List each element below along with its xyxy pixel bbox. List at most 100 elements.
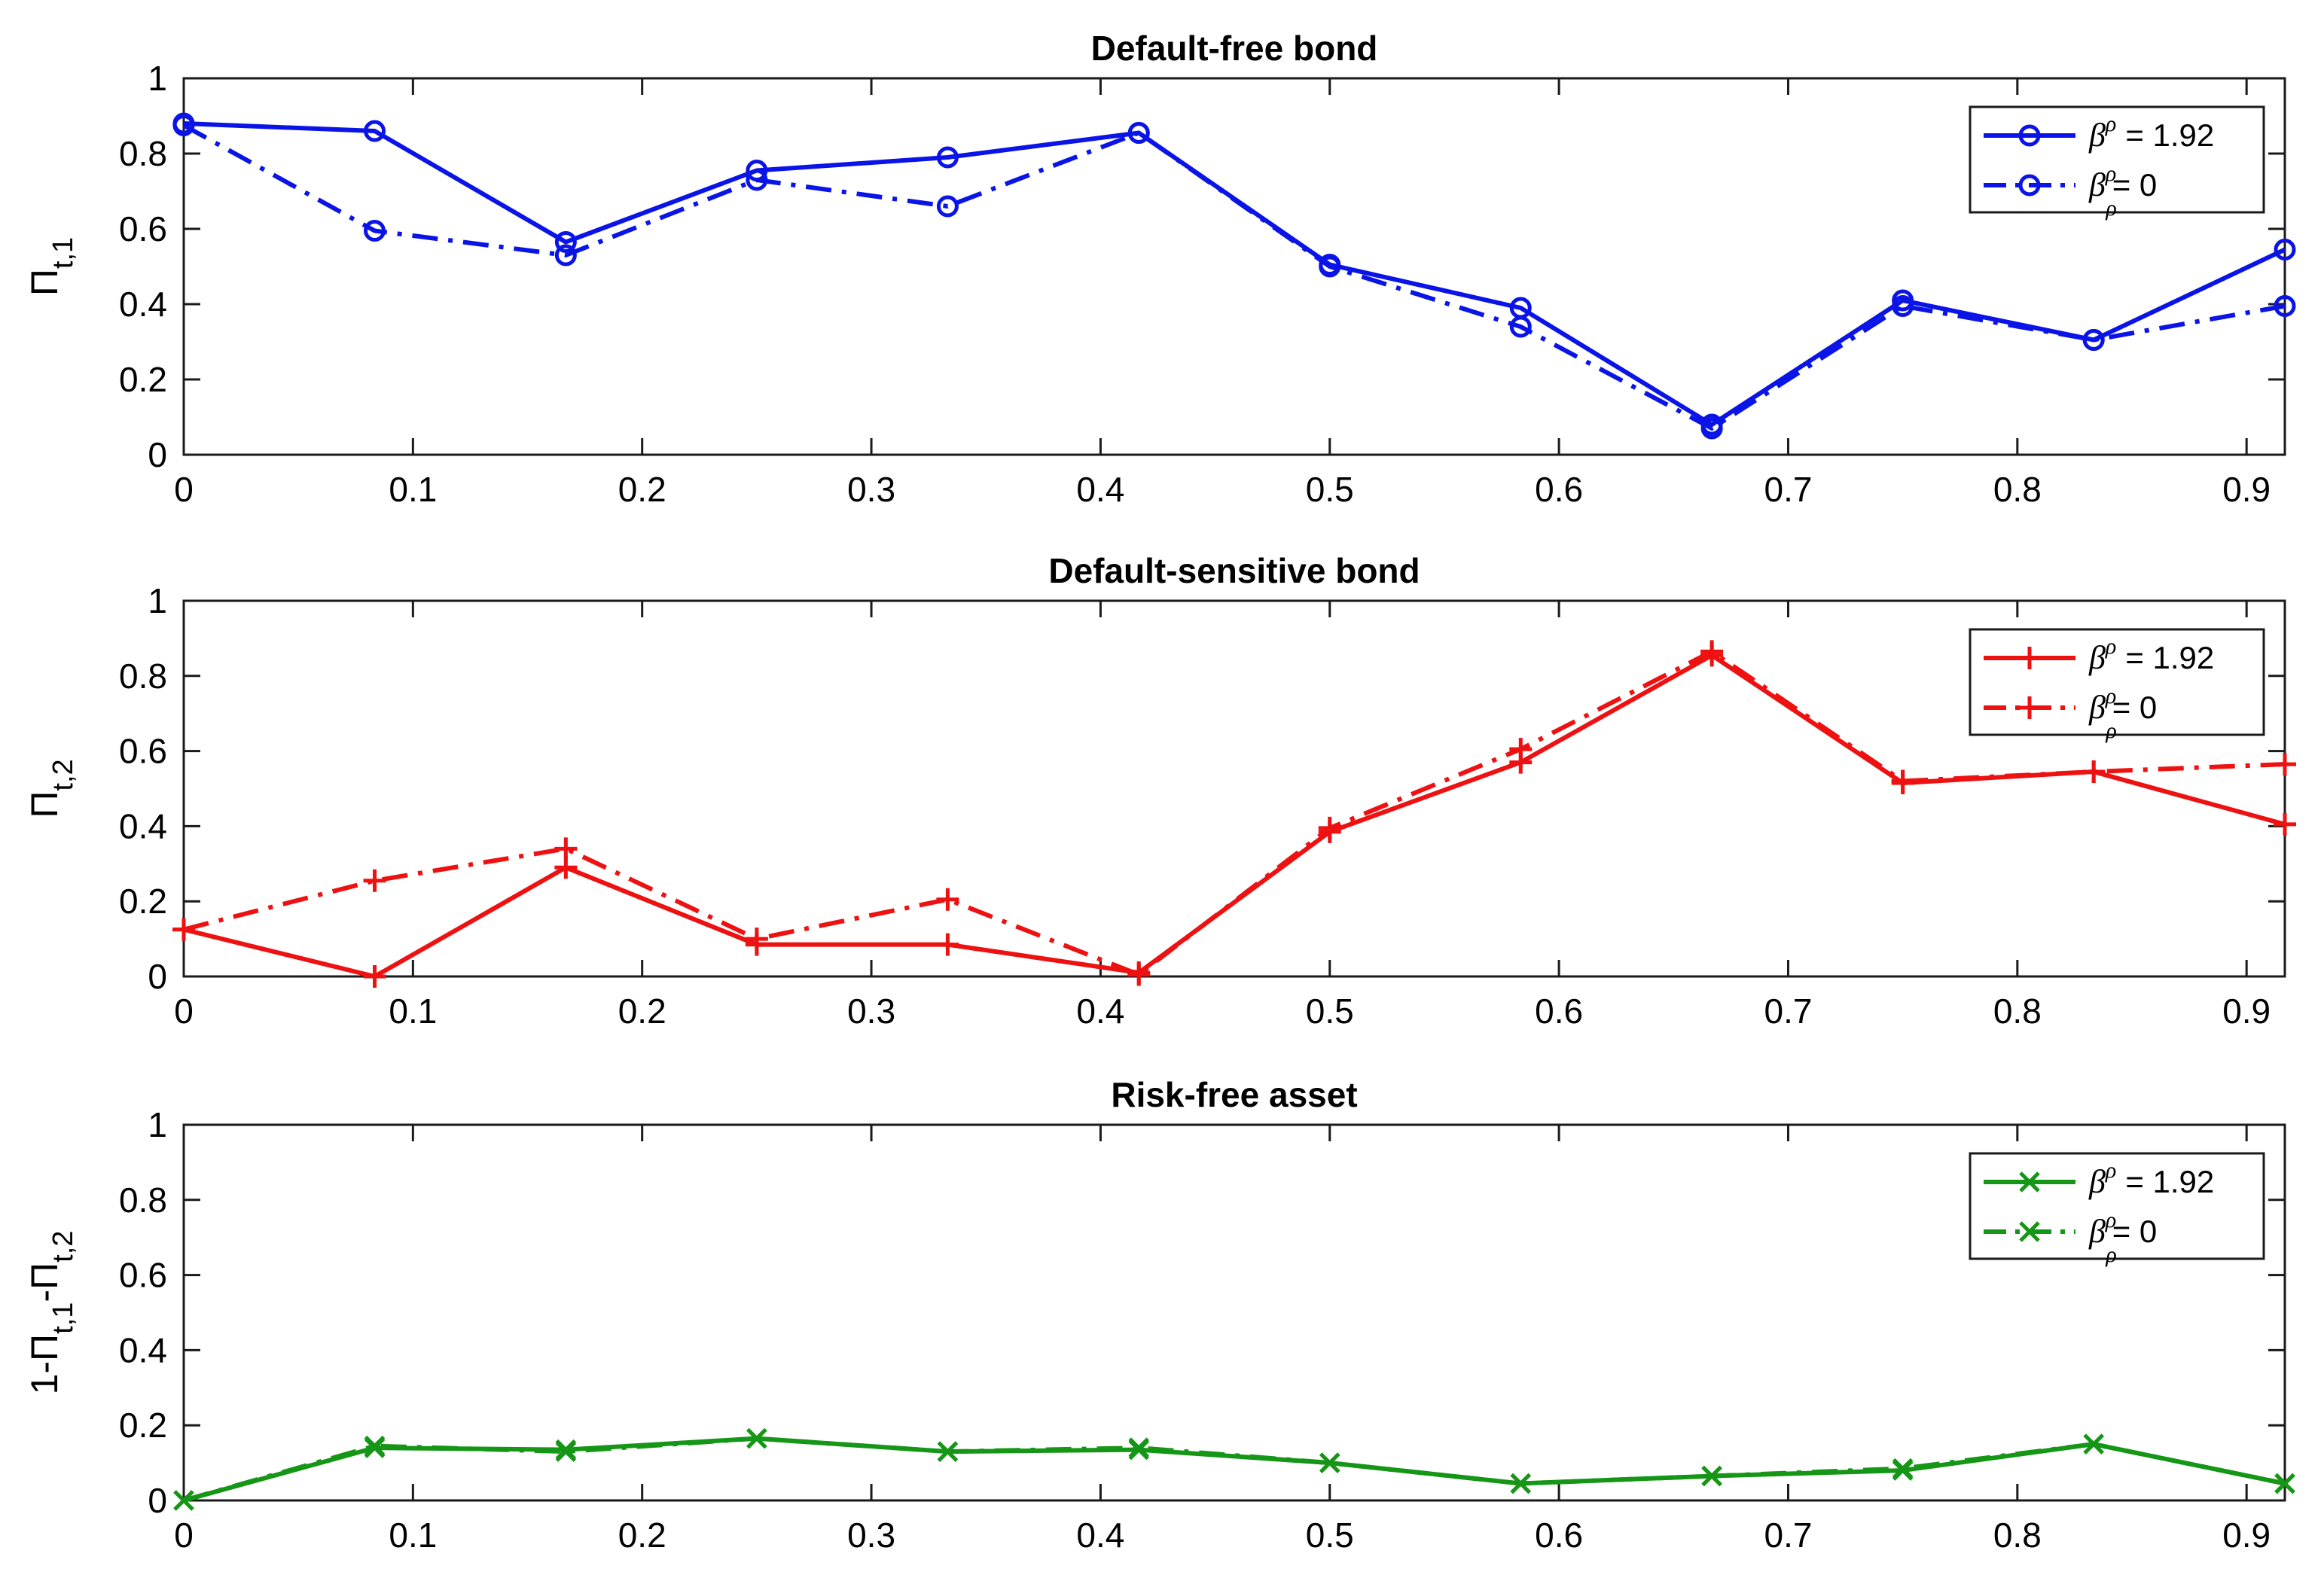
x-tick-label: 0	[174, 992, 194, 1031]
legend-entry-label: βρ ρ= 0	[2088, 1208, 2157, 1267]
x-tick-label: 0.3	[847, 1515, 895, 1555]
legend-subscript: ρ	[2105, 718, 2116, 743]
data-point	[1700, 640, 1724, 663]
legend-marker	[2018, 124, 2041, 147]
legend-marker	[2019, 1171, 2040, 1193]
y-tick-label: 1	[148, 59, 167, 98]
legend-value: = 1.92	[2125, 1164, 2214, 1199]
data-point	[2274, 812, 2296, 836]
legend-box	[1969, 105, 2265, 214]
legend-symbol: β	[2088, 166, 2106, 203]
y-axis-label: Πt,2	[23, 759, 79, 818]
y-tick-label: 0.2	[119, 360, 167, 399]
chart-title: Default-free bond	[1091, 29, 1378, 68]
legend-entry-label: βρ = 1.92	[2088, 1158, 2214, 1200]
x-tick-label: 0.7	[1764, 1515, 1812, 1555]
legend-entry-label: βρ = 1.92	[2088, 111, 2214, 154]
data-point	[1127, 122, 1150, 144]
data-point	[2274, 239, 2296, 260]
x-tick-label: 0.9	[2222, 470, 2271, 509]
series-2	[173, 1427, 2295, 1511]
legend-box	[1969, 628, 2265, 736]
data-point	[555, 1441, 577, 1462]
data-point	[1319, 255, 1341, 278]
legend-value: = 0	[2112, 1214, 2158, 1249]
y-tick-label: 0.2	[119, 1406, 167, 1445]
legend-value: = 0	[2112, 690, 2158, 725]
legend-value: = 0	[2112, 167, 2158, 203]
legend-symbol: β	[2088, 117, 2106, 154]
x-tick-label: 0.5	[1306, 992, 1354, 1031]
data-point	[1509, 315, 1532, 338]
x-tick-label: 0	[174, 1515, 194, 1555]
data-point	[172, 918, 195, 941]
data-point	[1128, 1437, 1150, 1458]
series-2	[172, 640, 2296, 986]
x-tick-label: 0.4	[1076, 992, 1124, 1031]
legend-superscript: ρ	[2105, 161, 2116, 186]
data-point	[746, 169, 768, 191]
y-tick-label: 1	[148, 1105, 167, 1144]
y-tick-label: 0.4	[119, 285, 167, 324]
x-tick-label: 0.4	[1076, 470, 1124, 509]
data-point	[1509, 738, 1533, 761]
legend-subscript: ρ	[2105, 196, 2116, 221]
series-line	[183, 1436, 2286, 1503]
legend-entry-label: βρ ρ= 0	[2088, 161, 2157, 221]
y-axis-label-subscript: t,2	[47, 759, 79, 790]
y-axis-label-mid: -Π	[23, 1263, 66, 1302]
data-point	[1700, 417, 1723, 440]
x-tick-label: 0.4	[1076, 1515, 1124, 1555]
y-axis-label-subscript: t,2	[47, 1231, 79, 1263]
legend-entry-label: βρ ρ= 0	[2088, 684, 2157, 743]
y-tick-label: 0.2	[119, 882, 167, 921]
legend-superscript: ρ	[2105, 684, 2116, 708]
y-axis-label-subscript: t,1	[47, 1302, 79, 1334]
legend-box	[1969, 1152, 2265, 1260]
plot-area	[182, 77, 2286, 456]
data-point	[364, 1435, 386, 1457]
data-point	[936, 195, 959, 218]
legend-marker	[2018, 696, 2041, 719]
data-point	[1892, 1458, 1914, 1479]
y-axis-label-base: 1-Π	[23, 1334, 66, 1395]
y-tick-label: 0	[148, 957, 167, 996]
data-point	[173, 1490, 194, 1511]
chart-panel-2: Default-sensitive bond 0 0.2 0.4 0.6 0.8 1 0 0.1…	[23, 551, 2296, 1031]
series-line	[183, 653, 2286, 979]
legend: βρ = 1.92 βρ ρ= 0	[1969, 1152, 2265, 1267]
y-axis-label: Πt,1	[23, 237, 79, 296]
x-tick-label: 0.6	[1535, 470, 1583, 509]
x-tick-label: 0.7	[1764, 992, 1812, 1031]
legend-superscript: ρ	[2105, 634, 2116, 659]
data-point	[172, 114, 195, 136]
plot-area	[182, 599, 2286, 978]
y-axis-label-base: Π	[23, 269, 66, 296]
chart-title: Risk-free asset	[1111, 1075, 1357, 1114]
legend-marker	[2018, 647, 2041, 669]
legend-value: = 1.92	[2125, 117, 2214, 153]
x-tick-label: 0.9	[2222, 992, 2271, 1031]
x-tick-label: 0	[174, 470, 194, 509]
y-tick-label: 0.6	[119, 732, 167, 771]
data-point	[363, 965, 386, 988]
legend-superscript: ρ	[2105, 111, 2116, 136]
x-tick-label: 0.9	[2222, 1515, 2271, 1555]
data-point	[1319, 1452, 1340, 1473]
data-point	[1510, 1473, 1532, 1494]
x-tick-label: 0.2	[618, 1515, 666, 1555]
y-tick-label: 0.4	[119, 1330, 167, 1369]
data-point	[745, 928, 768, 951]
y-axis-label-subscript: t,1	[47, 237, 79, 269]
x-tick-label: 0.7	[1764, 470, 1812, 509]
x-tick-label: 0.5	[1306, 1515, 1354, 1555]
legend-symbol: β	[2088, 1163, 2106, 1200]
x-tick-label: 0.5	[1306, 470, 1354, 509]
legend-superscript: ρ	[2105, 1158, 2116, 1183]
series-line	[183, 649, 2286, 977]
data-point	[1318, 816, 1341, 839]
data-point	[2274, 753, 2296, 776]
x-tick-label: 0.3	[847, 992, 895, 1031]
